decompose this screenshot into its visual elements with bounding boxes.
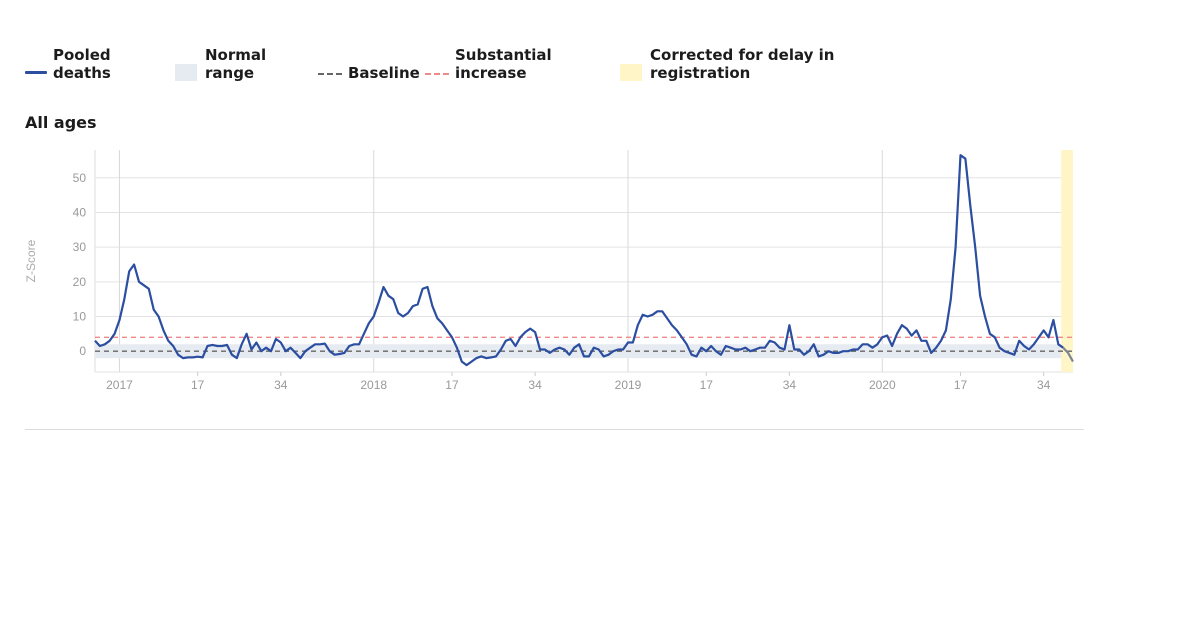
x-tick-label-week: 34 [1037, 378, 1051, 392]
corrected-delay-region [1061, 150, 1073, 372]
y-tick-label: 0 [79, 344, 86, 358]
legend-baseline: Baseline [318, 64, 420, 82]
legend-corrected: Corrected for delay in registration [620, 46, 834, 82]
x-tick-label-week: 17 [191, 378, 205, 392]
legend-normal-range: Normal range [175, 46, 266, 82]
x-tick-label-year: 2018 [360, 378, 387, 392]
normal-range-swatch [175, 64, 197, 81]
x-tick-label-week: 34 [274, 378, 288, 392]
x-tick-label-year: 2020 [869, 378, 896, 392]
legend-substantial-increase: Substantial increase [425, 46, 552, 82]
y-tick-label: 50 [73, 171, 87, 185]
legend-substantial-label: Substantial increase [455, 46, 552, 82]
corrected-swatch [620, 64, 642, 81]
y-tick-label: 20 [73, 275, 87, 289]
x-tick-label-week: 34 [783, 378, 797, 392]
divider [25, 429, 1084, 430]
line-chart: 0 10 20 30 40 50 2017 2018 2019 2020 17 34 17 34 17 34 1… [24, 150, 1074, 392]
y-tick-label: 30 [73, 240, 87, 254]
x-tick-label-year: 2017 [106, 378, 133, 392]
baseline-swatch [318, 73, 342, 75]
legend-normal-label: Normal range [205, 46, 267, 82]
y-tick-label: 40 [73, 205, 87, 219]
y-axis-label: Z-Score [24, 239, 38, 282]
legend-pooled-label: Pooled deaths [53, 46, 111, 82]
legend-pooled-deaths: Pooled deaths [25, 46, 111, 82]
legend-corrected-label: Corrected for delay in registration [650, 46, 835, 82]
substantial-increase-swatch [425, 73, 449, 75]
y-tick-label: 10 [73, 310, 87, 324]
x-tick-label-week: 17 [445, 378, 459, 392]
x-tick-label-year: 2019 [615, 378, 642, 392]
pooled-deaths-corrected-line [1062, 346, 1074, 363]
pooled-deaths-swatch [25, 71, 47, 74]
x-tick-label-week: 34 [528, 378, 542, 392]
x-tick-label-week: 17 [954, 378, 968, 392]
x-tick-label-week: 17 [700, 378, 714, 392]
legend-baseline-label: Baseline [348, 64, 420, 82]
chart-title: All ages [25, 113, 97, 132]
pooled-deaths-line [94, 154, 1064, 367]
